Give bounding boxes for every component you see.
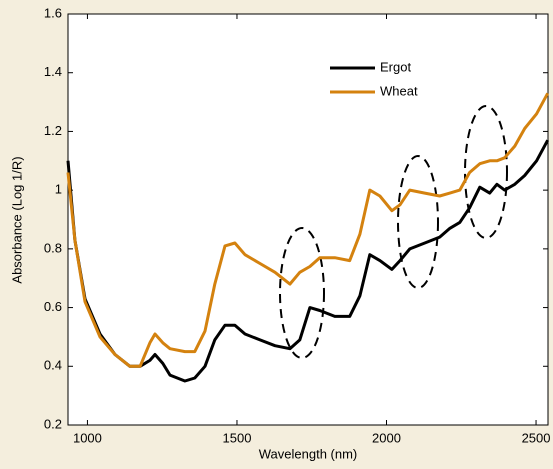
legend-label: Wheat — [380, 83, 418, 98]
y-tick-label: 1 — [55, 182, 62, 197]
x-axis-label: Wavelength (nm) — [259, 446, 358, 461]
annotations — [279, 105, 508, 359]
ellipse — [464, 105, 508, 239]
y-tick-label: 0.6 — [44, 299, 62, 314]
ellipse — [397, 155, 439, 289]
y-axis-label: Absorbance (Log 1/R) — [9, 156, 24, 283]
x-tick-label: 2500 — [522, 430, 551, 445]
y-tick-label: 0.2 — [44, 416, 62, 431]
y-tick-label: 1.6 — [44, 5, 62, 20]
y-tick-label: 0.8 — [44, 240, 62, 255]
y-tick-label: 1.4 — [44, 64, 62, 79]
x-tick-label: 1000 — [73, 430, 102, 445]
legend-label: Ergot — [380, 59, 411, 74]
line — [66, 92, 550, 368]
y-tick-label: 0.4 — [44, 358, 62, 373]
x-tick-label: 1500 — [223, 430, 252, 445]
x-tick-label: 2000 — [372, 430, 401, 445]
line — [66, 139, 550, 383]
ellipse — [279, 227, 325, 359]
y-tick-label: 1.2 — [44, 123, 62, 138]
